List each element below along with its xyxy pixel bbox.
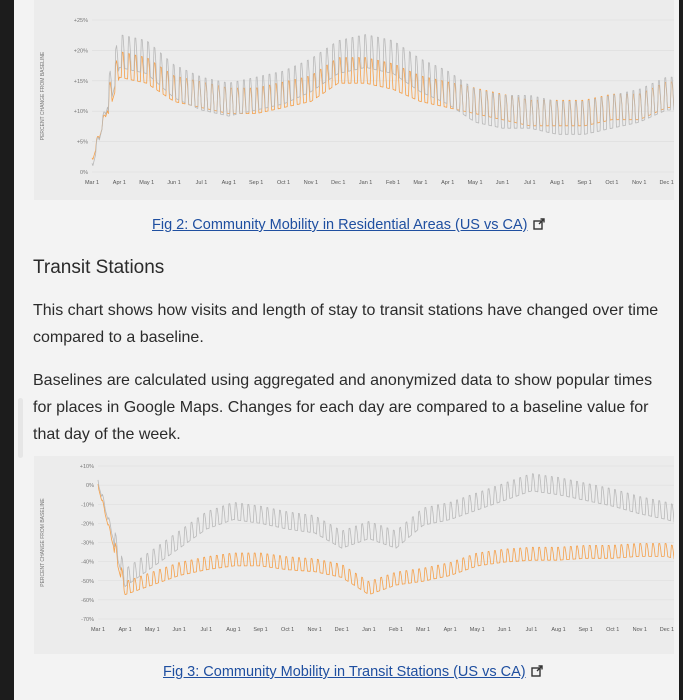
x-tick-label: Jan 1: [362, 627, 375, 633]
x-tick-label: Aug 1: [551, 627, 565, 633]
x-tick-label: Jan 1: [359, 180, 372, 186]
fig2-caption[interactable]: Fig 2: Community Mobility in Residential…: [152, 217, 528, 233]
y-tick-label: -10%: [81, 502, 94, 508]
fig2-link[interactable]: Fig 2: Community Mobility in Residential…: [152, 217, 545, 233]
x-tick-label: Jul 1: [524, 180, 536, 186]
y-tick-label: 0%: [86, 483, 94, 489]
y-tick-label: 0%: [80, 170, 88, 176]
x-tick-label: Jun 1: [173, 627, 186, 633]
section-title: Transit Stations: [33, 257, 165, 278]
x-tick-label: Dec 1: [335, 627, 349, 633]
x-tick-label: Oct 1: [606, 627, 619, 633]
x-tick-label: Nov 1: [632, 180, 646, 186]
x-tick-label: May 1: [468, 180, 483, 186]
series-line-1: [97, 484, 674, 596]
section-paragraph-1: This chart shows how visits and length o…: [33, 302, 659, 346]
page: PERCENT CHANGE FROM BASELINE +25% +20% +15%…: [14, 0, 679, 700]
x-tick-label: Mar 1: [91, 627, 105, 633]
y-tick-label: +25%: [74, 18, 88, 24]
x-tick-label: Nov 1: [308, 627, 322, 633]
y-tick-label: -60%: [81, 598, 94, 604]
x-tick-label: Apr 1: [113, 180, 126, 186]
residential-chart-svg: PERCENT CHANGE FROM BASELINE +25% +20% +15%…: [40, 18, 674, 186]
y-tick-label: +10%: [80, 464, 94, 470]
x-tick-label: Oct 1: [277, 180, 290, 186]
y-tick-label: -20%: [81, 521, 94, 527]
x-tick-label: Mar 1: [85, 180, 99, 186]
x-tick-label: Sep 1: [249, 180, 263, 186]
y-tick-label: -50%: [81, 579, 94, 585]
x-tick-label: Apr 1: [444, 627, 457, 633]
x-tick-label: Jul 1: [201, 627, 213, 633]
y-tick-label: -70%: [81, 617, 94, 623]
y-tick-label: -30%: [81, 541, 94, 547]
transit-chart: PERCENT CHANGE FROM BASELINE +10% 0% -10% -2…: [34, 456, 674, 654]
x-tick-label: Mar 1: [413, 180, 427, 186]
x-tick-label: Jun 1: [167, 180, 180, 186]
x-tick-label: Sep 1: [577, 180, 591, 186]
x-tick-label: Nov 1: [304, 180, 318, 186]
x-tick-label: Apr 1: [441, 180, 454, 186]
series-line-2: [91, 34, 674, 167]
y-tick-label: +20%: [74, 48, 88, 54]
x-tick-label: Feb 1: [389, 627, 403, 633]
x-tick-label: May 1: [139, 180, 154, 186]
fig3-caption[interactable]: Fig 3: Community Mobility in Transit Sta…: [163, 664, 526, 680]
x-tick-label: Jul 1: [196, 180, 208, 186]
x-tick-label: May 1: [470, 627, 485, 633]
x-tick-label: Mar 1: [416, 627, 430, 633]
transit-chart-svg: PERCENT CHANGE FROM BASELINE +10% 0% -10% -2…: [40, 464, 674, 633]
y-axis-label: PERCENT CHANGE FROM BASELINE: [40, 51, 46, 140]
external-link-icon: [530, 665, 543, 677]
section-paragraph-2: Baselines are calculated using aggregate…: [33, 372, 653, 443]
x-tick-label: Dec 1: [660, 627, 674, 633]
x-tick-label: Sep 1: [578, 627, 592, 633]
x-tick-label: Aug 1: [222, 180, 236, 186]
y-tick-label: +10%: [74, 109, 88, 115]
y-tick-label: +15%: [74, 79, 88, 85]
scroll-indicator[interactable]: [18, 398, 23, 458]
x-tick-label: Apr 1: [119, 627, 132, 633]
x-tick-label: Dec 1: [331, 180, 345, 186]
external-link-icon: [532, 218, 545, 230]
y-tick-label: +5%: [77, 140, 88, 146]
series-line-2: [97, 473, 674, 587]
x-tick-label: Aug 1: [226, 627, 240, 633]
y-tick-label: -40%: [81, 560, 94, 566]
x-tick-label: Jun 1: [498, 627, 511, 633]
y-axis-label: PERCENT CHANGE FROM BASELINE: [40, 498, 46, 587]
x-tick-label: Aug 1: [550, 180, 564, 186]
x-tick-label: Sep 1: [253, 627, 267, 633]
x-tick-label: Jun 1: [496, 180, 509, 186]
x-tick-label: Feb 1: [386, 180, 400, 186]
x-tick-label: Oct 1: [281, 627, 294, 633]
x-tick-label: Jul 1: [526, 627, 538, 633]
x-tick-label: Nov 1: [633, 627, 647, 633]
x-tick-label: Dec 1: [659, 180, 673, 186]
fig3-link[interactable]: Fig 3: Community Mobility in Transit Sta…: [163, 664, 543, 680]
x-tick-label: May 1: [145, 627, 160, 633]
residential-chart: PERCENT CHANGE FROM BASELINE +25% +20% +15%…: [34, 0, 674, 200]
x-tick-label: Oct 1: [605, 180, 618, 186]
